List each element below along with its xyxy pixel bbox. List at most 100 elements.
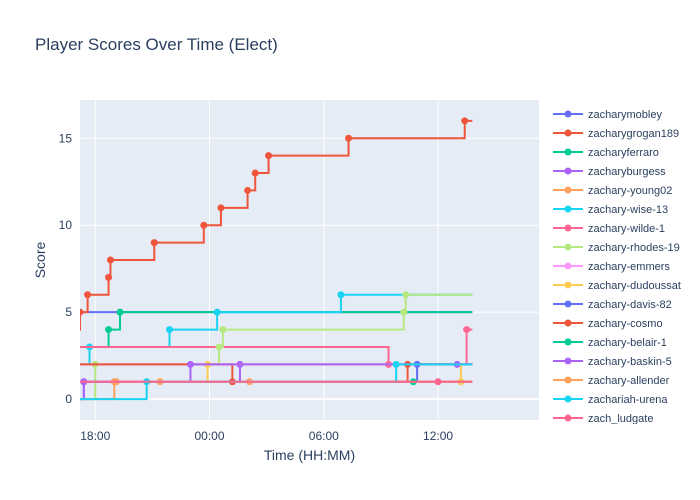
data-point [84, 291, 92, 299]
data-point [116, 308, 124, 316]
y-tick-label: 5 [65, 305, 72, 319]
legend-label: zachary-young02 [588, 185, 672, 197]
x-tick-label: 00:00 [194, 429, 224, 443]
data-point [27, 361, 34, 368]
data-point [16, 396, 23, 403]
data-point [16, 396, 23, 403]
legend-label: zach_ludgate [588, 413, 653, 425]
legend-label: zachary-baskin-5 [588, 356, 672, 368]
data-point [31, 378, 38, 385]
data-point [16, 396, 23, 403]
legend: zacharymobley zacharygrogan189 zacharyferr… [553, 109, 681, 425]
data-point [19, 378, 26, 385]
data-point [71, 343, 78, 350]
data-point [25, 361, 32, 368]
legend-label: zachary-wilde-1 [588, 223, 665, 235]
legend-label: zachariah-urena [588, 394, 668, 406]
data-point [16, 396, 23, 403]
data-point [35, 361, 42, 368]
y-tick-label: 15 [59, 131, 73, 145]
data-point [67, 326, 74, 333]
series-zach_ludgate [16, 378, 473, 403]
legend-item: zachary-baskin-5 [553, 356, 672, 368]
legend-item: zachary-allender [553, 375, 670, 387]
series-line [80, 328, 473, 366]
data-point [105, 273, 113, 281]
data-point [16, 396, 23, 403]
data-point [16, 396, 23, 403]
legend-item: zacharygrogan189 [553, 128, 679, 140]
legend-swatch-marker [564, 110, 572, 118]
data-point [80, 308, 84, 316]
data-point [105, 326, 113, 334]
data-point [42, 326, 49, 333]
legend-item: zachariah-urena [553, 394, 668, 406]
data-point [29, 343, 36, 350]
legend-swatch-marker [564, 395, 572, 403]
legend-item: zachary-rhodes-19 [553, 242, 680, 254]
series-layer [16, 117, 473, 403]
legend-swatch-marker [564, 186, 572, 194]
data-point [25, 378, 32, 385]
y-tick-label: 10 [59, 218, 73, 232]
legend-item: zach_ludgate [553, 413, 653, 425]
legend-label: zacharyferraro [588, 147, 659, 159]
data-point [106, 256, 114, 264]
axis-ticks: 18:00 00:00 06:00 12:00 0 5 10 15 [59, 131, 454, 443]
legend-swatch-marker [564, 376, 572, 384]
legend-label: zacharygrogan189 [588, 128, 679, 140]
data-point [200, 221, 208, 229]
legend-label: zachary-emmers [588, 261, 670, 273]
legend-item: zachary-wilde-1 [553, 223, 665, 235]
legend-label: zachary-dudoussat [588, 280, 681, 292]
legend-label: zacharymobley [588, 109, 662, 121]
data-point [16, 396, 23, 403]
data-point [251, 169, 259, 177]
data-point [345, 134, 353, 142]
legend-label: zachary-cosmo [588, 318, 663, 330]
legend-item: zachary-belair-1 [553, 337, 667, 349]
data-point [265, 152, 273, 160]
data-point [392, 360, 400, 368]
data-point [186, 360, 194, 368]
series-zacharygrogan189 [17, 117, 473, 385]
data-point [166, 326, 174, 334]
legend-item: zacharyferraro [553, 147, 659, 159]
legend-label: zachary-davis-82 [588, 299, 672, 311]
legend-swatch-marker [564, 167, 572, 175]
x-axis-title: Time (HH:MM) [264, 447, 355, 463]
legend-label: zacharyburgess [588, 166, 666, 178]
data-point [29, 378, 36, 385]
legend-swatch-marker [564, 205, 572, 213]
legend-swatch-marker [564, 224, 572, 232]
legend-swatch-marker [564, 129, 572, 137]
data-point [244, 186, 252, 194]
legend-item: zachary-wise-13 [553, 204, 668, 216]
legend-item: zachary-cosmo [553, 318, 663, 330]
data-point [16, 396, 23, 403]
data-point [16, 396, 23, 403]
data-point [35, 378, 42, 385]
data-point [27, 343, 34, 350]
data-point [217, 204, 225, 212]
data-point [16, 396, 23, 403]
data-point [19, 361, 26, 368]
data-point [16, 396, 23, 403]
legend-swatch-marker [564, 262, 572, 270]
legend-swatch-marker [564, 300, 572, 308]
legend-item: zacharyburgess [553, 166, 666, 178]
data-point [150, 239, 158, 247]
plot-area [80, 100, 539, 420]
series-line [80, 380, 473, 383]
data-point [19, 378, 26, 385]
legend-item: zachary-davis-82 [553, 299, 672, 311]
x-tick-label: 12:00 [423, 429, 453, 443]
data-point [16, 396, 23, 403]
data-point [16, 396, 23, 403]
data-point [16, 396, 23, 403]
x-tick-label: 06:00 [309, 429, 339, 443]
data-point [17, 378, 24, 385]
data-point [16, 396, 23, 403]
x-tick-label: 18:00 [80, 429, 110, 443]
